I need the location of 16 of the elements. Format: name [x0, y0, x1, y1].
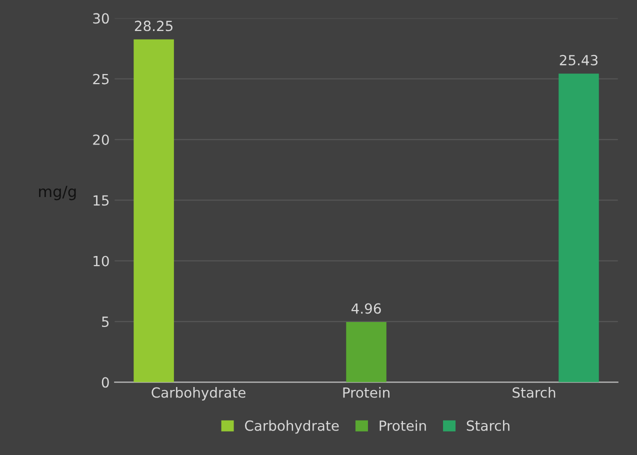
x-tick-label: Protein	[343, 387, 390, 398]
data-label: 25.43	[560, 54, 598, 66]
y-tick-label: 15	[94, 195, 109, 206]
legend-label: Protein	[380, 420, 426, 431]
x-tick-label: Starch	[512, 387, 556, 398]
x-tick-label: Carbohydrate	[152, 387, 246, 401]
y-tick-label: 30	[93, 13, 109, 24]
y-tick-label: 5	[102, 316, 109, 328]
data-label: 4.96	[351, 303, 381, 314]
y-tick-label: 25	[93, 74, 109, 84]
legend-label: Carbohydrate	[244, 420, 339, 434]
y-tick-label: 20	[93, 134, 109, 146]
y-tick-label: 10	[94, 256, 109, 266]
y-tick-label: 0	[102, 377, 109, 388]
legend-label: Starch	[466, 420, 510, 431]
data-label: 28.25	[134, 20, 172, 32]
